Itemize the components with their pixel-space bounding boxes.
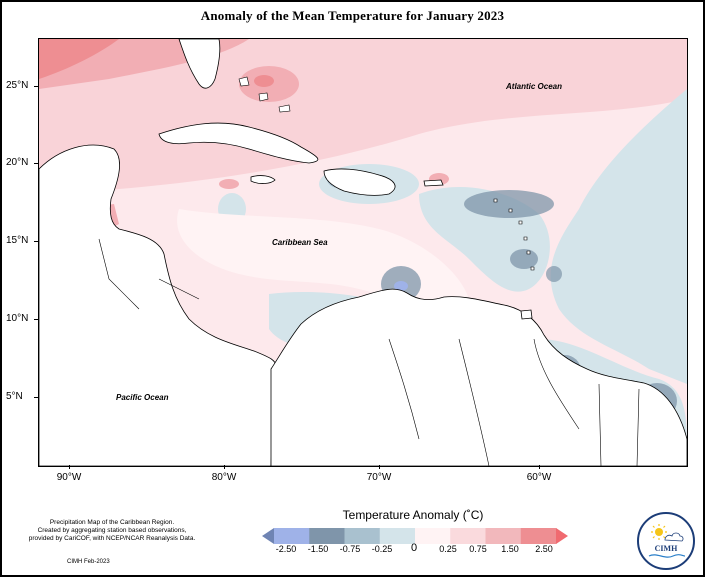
y-label-5n: 5°N [6,391,23,402]
cool-anomaly-atlantic [550,89,687,384]
map-panel [38,38,688,467]
land-florida [178,39,221,89]
y-tick [34,319,38,320]
legend-label: -0.75 [339,544,361,554]
legend-swatch [520,528,557,544]
legend-title: Temperature Anomaly (˚C) [342,508,484,522]
map-title: Anomaly of the Mean Temperature for Janu… [200,8,505,23]
anomaly-map [39,39,687,466]
x-tick [379,465,380,469]
y-tick [34,163,38,164]
legend-swatch [344,528,381,544]
legend-label: 0.75 [469,544,487,554]
land-hispaniola [323,168,396,196]
legend-label: -0.25 [371,544,393,554]
label-caribbean-sea: Caribbean Sea [272,238,328,247]
land-south-america [270,288,687,466]
legend-swatch [485,528,522,544]
x-tick [539,465,540,469]
legend-swatch [274,528,310,544]
map-description: Precipitation Map of the Caribbean Regio… [12,519,212,543]
legend-label: 0.25 [439,544,457,554]
y-label-20n: 20°N [6,157,29,168]
land-jamaica [250,175,276,184]
legend-label: -1.50 [307,544,329,554]
y-tick [34,86,38,87]
cool-anomaly-leeward [464,190,554,218]
land-central-america [39,144,277,466]
land-cuba [158,122,319,164]
legend-swatch [450,528,486,544]
sun-cloud-icon [648,524,686,558]
description-line: provided by CariCOF, with NCEP/NCAR Rean… [28,535,196,542]
y-tick [34,397,38,398]
description-line: Created by aggregating station based obs… [37,527,187,534]
cool-anomaly-guajira-core [394,281,408,291]
legend-swatch [262,528,274,544]
cool-anomaly-barbados [546,266,562,282]
legend-label: 2.50 [535,544,553,554]
legend-label: 0 [410,542,418,554]
logo-text: CIMH [654,544,678,553]
country-borders [98,238,640,466]
x-label-70w: 70°W [366,472,392,483]
description-line: Precipitation Map of the Caribbean Regio… [49,519,175,526]
land-puerto-rico [423,179,444,187]
x-label-90w: 90°W [56,472,82,483]
warm-anomaly-bahamas-core [254,75,274,87]
legend-swatches [262,528,568,544]
legend-swatch [415,528,451,544]
x-tick [69,465,70,469]
y-label-25n: 25°N [6,80,29,91]
y-label-15n: 15°N [6,235,29,246]
legend-swatch [379,528,416,544]
warm-anomaly-cayman [219,179,239,189]
label-pacific-ocean: Pacific Ocean [116,393,169,402]
y-label-10n: 10°N [6,313,29,324]
legend-label: 1.50 [501,544,519,554]
land-trinidad [520,309,533,320]
x-label-80w: 80°W [211,472,237,483]
x-label-60w: 60°W [526,472,552,483]
warm-anomaly-corner [39,39,119,79]
land-lesser-antilles [493,198,535,271]
credit-text: CIMH Feb-2023 [67,559,110,565]
land-bahamas [238,76,291,113]
legend-swatch [556,528,568,544]
y-tick [34,241,38,242]
legend-colorbar [262,528,568,544]
cimh-logo: CIMH [637,512,695,570]
label-atlantic-ocean: Atlantic Ocean [506,82,563,91]
x-tick [224,465,225,469]
cool-anomaly-windward [510,249,538,269]
legend-label: -2.50 [275,544,297,554]
legend-swatch [309,528,345,544]
